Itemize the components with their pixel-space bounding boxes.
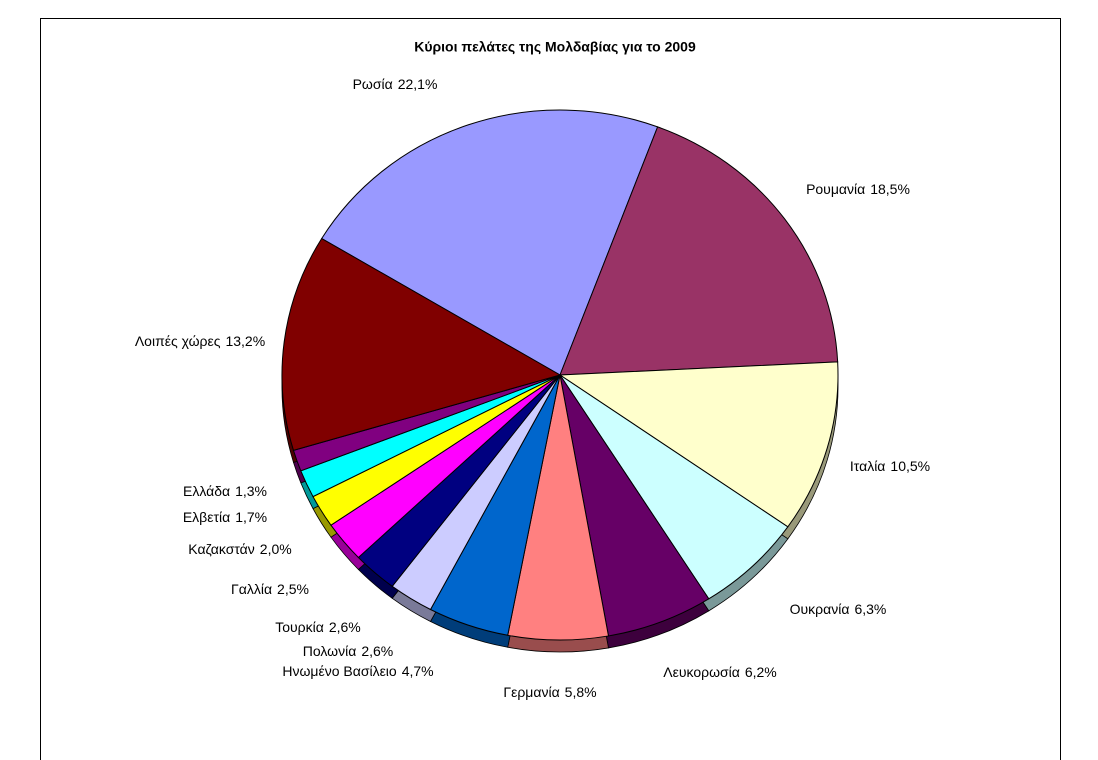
slice-label: Λοιπές χώρες 13,2% (135, 333, 265, 349)
slice-label: Καζακστάν 2,0% (188, 541, 291, 557)
slice-label: Ελλάδα 1,3% (183, 483, 267, 499)
slice-value-label: 4,7% (402, 663, 434, 679)
slice-category: Ρουμανία (806, 181, 865, 197)
slice-category: Λοιπές χώρες (135, 333, 221, 349)
slice-label: Γαλλία 2,5% (231, 581, 309, 597)
slice-category: Λευκορωσία (663, 664, 740, 680)
slice-value-label: 2,6% (329, 619, 361, 635)
slice-category: Τουρκία (275, 619, 324, 635)
slice-value-label: 2,6% (361, 643, 393, 659)
slice-value-label: 1,3% (235, 483, 267, 499)
slice-label: Ελβετία 1,7% (183, 509, 267, 525)
slice-value-label: 6,3% (854, 601, 886, 617)
slice-label: Ηνωμένο Βασίλειο 4,7% (282, 663, 433, 679)
slice-label: Ουκρανία 6,3% (790, 601, 887, 617)
slice-category: Πολωνία (303, 643, 357, 659)
slice-label: Πολωνία 2,6% (303, 643, 393, 659)
pie-slice (558, 361, 839, 528)
slice-value-label: 1,7% (235, 509, 267, 525)
pie-slice (321, 109, 659, 376)
slice-category: Ρωσία (353, 76, 393, 92)
slice-label: Λευκορωσία 6,2% (663, 664, 777, 680)
slice-labels: Ρωσία 22,1% Ρουμανία 18,5% Ιταλία 10,5% Ουκραν… (135, 76, 930, 700)
slice-category: Γερμανία (503, 684, 559, 700)
slice-label: Ιταλία 10,5% (850, 458, 930, 474)
slice-category: Ιταλία (850, 458, 886, 474)
slice-label: Τουρκία 2,6% (275, 619, 361, 635)
slice-value-label: 2,0% (260, 541, 292, 557)
slice-value-label: 5,8% (565, 684, 597, 700)
slice-value-label: 22,1% (398, 76, 438, 92)
slice-category: Ελλάδα (183, 483, 230, 499)
pie-slice (559, 126, 839, 376)
slice-value-label: 13,2% (225, 333, 265, 349)
slice-label: Ρουμανία 18,5% (806, 181, 910, 197)
chart-title: Κύριοι πελάτες της Μολδαβίας για το 2009 (414, 39, 696, 55)
slice-category: Ουκρανία (790, 601, 850, 617)
slice-value-label: 6,2% (745, 664, 777, 680)
pie-slices (281, 109, 839, 641)
slice-value-label: 18,5% (870, 181, 910, 197)
slice-label: Γερμανία 5,8% (503, 684, 596, 700)
slice-category: Ηνωμένο Βασίλειο (282, 663, 397, 679)
slice-value-label: 2,5% (277, 581, 309, 597)
slice-label: Ρωσία 22,1% (353, 76, 438, 92)
slice-category: Γαλλία (231, 581, 272, 597)
slice-category: Καζακστάν (188, 541, 255, 557)
pie-slice (281, 237, 562, 451)
slice-value-label: 10,5% (890, 458, 930, 474)
slice-category: Ελβετία (183, 509, 230, 525)
